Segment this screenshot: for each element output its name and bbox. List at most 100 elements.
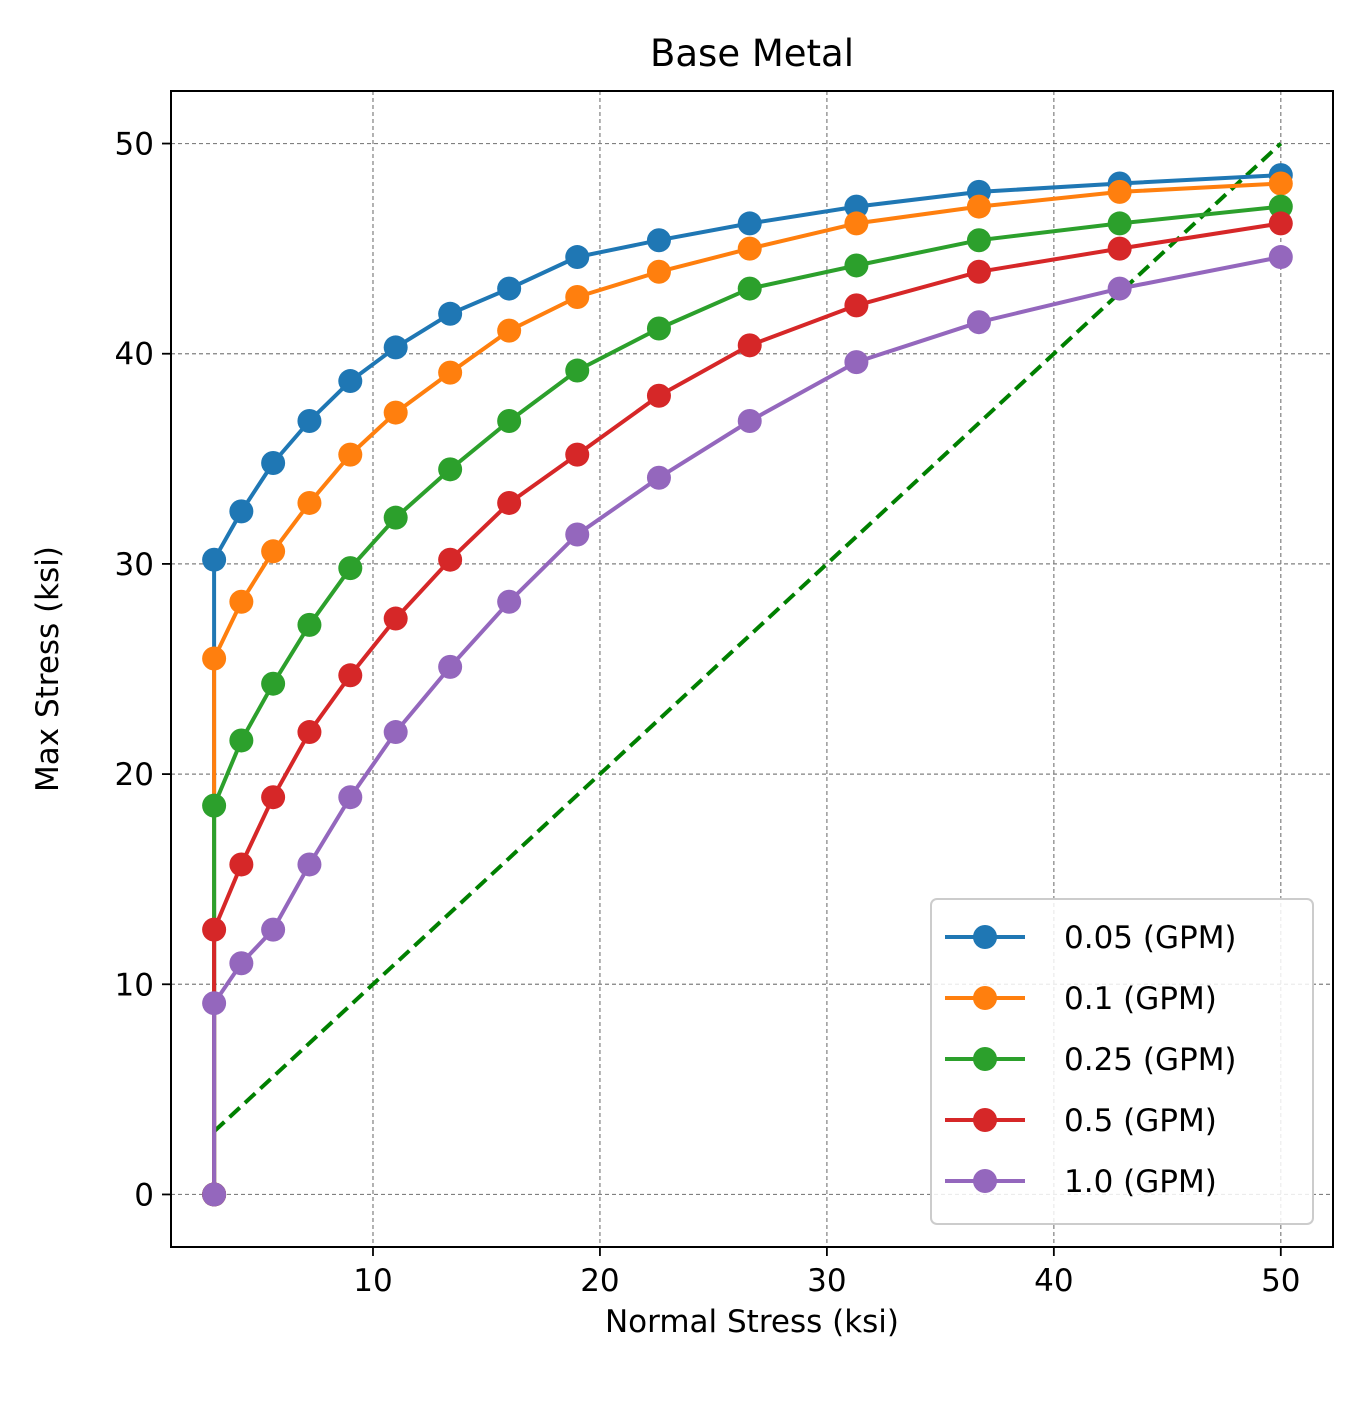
data-point: [202, 793, 227, 818]
data-point: [565, 358, 590, 383]
y-axis-label: Max Stress (ksi): [30, 546, 66, 792]
data-point: [261, 671, 286, 696]
x-tick-label: 30: [807, 1263, 846, 1299]
data-point: [338, 442, 363, 467]
data-point: [565, 442, 590, 467]
legend-label: 0.05 (GPM): [1064, 920, 1237, 956]
series-1.0 (GPM): [202, 245, 1293, 1207]
data-point: [297, 720, 322, 745]
data-point: [383, 606, 408, 631]
data-point: [261, 917, 286, 942]
legend-marker: [973, 1047, 997, 1071]
legend-label: 1.0 (GPM): [1064, 1164, 1217, 1200]
data-point: [229, 499, 254, 524]
data-point: [497, 589, 522, 614]
data-point: [202, 917, 227, 942]
data-point: [1107, 179, 1132, 204]
data-point: [438, 654, 463, 679]
data-point: [383, 335, 408, 360]
data-point: [229, 728, 254, 753]
data-point: [737, 333, 762, 358]
plot-frame: [170, 90, 1334, 1248]
data-point: [737, 211, 762, 236]
data-point: [966, 194, 991, 219]
data-point: [229, 852, 254, 877]
data-point: [966, 259, 991, 284]
data-point: [338, 785, 363, 810]
data-point: [297, 612, 322, 637]
data-point: [646, 465, 671, 490]
data-point: [438, 547, 463, 572]
y-tick-label: 40: [115, 337, 154, 373]
reference-line-layer: [212, 142, 1283, 1133]
data-point: [438, 301, 463, 326]
data-point: [229, 951, 254, 976]
legend-box: [930, 898, 1314, 1225]
data-point: [646, 228, 671, 253]
y-tick-label: 50: [115, 127, 154, 163]
series-0.5 (GPM): [202, 211, 1293, 1207]
data-point: [1268, 171, 1293, 196]
data-point: [261, 451, 286, 476]
data-point: [565, 245, 590, 270]
data-point: [737, 236, 762, 261]
legend-marker: [973, 1169, 997, 1193]
data-point: [202, 991, 227, 1016]
x-axis: 10 20 30 40 50: [353, 1247, 1301, 1299]
y-tick-label: 30: [115, 547, 154, 583]
data-point: [383, 505, 408, 530]
data-point: [261, 539, 286, 564]
data-point: [497, 318, 522, 343]
data-point: [297, 490, 322, 515]
data-point: [383, 400, 408, 425]
data-point: [737, 276, 762, 301]
x-axis-label: Normal Stress (ksi): [605, 1304, 899, 1340]
data-point: [844, 293, 869, 318]
series-line: [212, 221, 1282, 1195]
data-point: [438, 360, 463, 385]
data-point: [383, 720, 408, 745]
legend-item: 1.0 (GPM): [945, 1164, 1217, 1200]
y-axis: 0 10 20 30 40 50: [115, 127, 171, 1213]
legend-item: 0.1 (GPM): [945, 981, 1217, 1017]
series-0.1 (GPM): [202, 171, 1293, 1207]
data-point: [202, 1182, 227, 1207]
y-tick-label: 20: [115, 757, 154, 793]
series-line: [212, 173, 1281, 1195]
legend-label: 0.5 (GPM): [1064, 1103, 1217, 1139]
legend-marker: [973, 1108, 997, 1132]
data-point: [497, 276, 522, 301]
data-point: [338, 556, 363, 581]
legend-item: 0.05 (GPM): [945, 920, 1237, 956]
data-point: [844, 211, 869, 236]
data-point: [438, 457, 463, 482]
series-layer: [202, 163, 1293, 1207]
data-point: [497, 408, 522, 433]
data-point: [646, 259, 671, 284]
data-point: [297, 852, 322, 877]
y-tick-label: 0: [134, 1177, 154, 1213]
x-tick-label: 50: [1261, 1263, 1300, 1299]
legend-label: 0.25 (GPM): [1064, 1042, 1237, 1078]
data-point: [297, 408, 322, 433]
data-point: [202, 547, 227, 572]
data-point: [565, 522, 590, 547]
data-point: [229, 589, 254, 614]
data-point: [1107, 276, 1132, 301]
data-point: [844, 253, 869, 278]
data-point: [966, 228, 991, 253]
data-point: [844, 350, 869, 375]
x-tick-label: 40: [1034, 1263, 1073, 1299]
legend-marker: [973, 986, 997, 1010]
reference-line: [212, 142, 1283, 1133]
data-point: [646, 316, 671, 341]
data-point: [1268, 211, 1293, 236]
series-line: [212, 255, 1282, 1195]
series-line: [212, 204, 1282, 1195]
legend-marker: [973, 925, 997, 949]
chart-title: Base Metal: [650, 32, 854, 75]
data-point: [338, 663, 363, 688]
data-point: [497, 490, 522, 515]
data-point: [1268, 245, 1293, 270]
